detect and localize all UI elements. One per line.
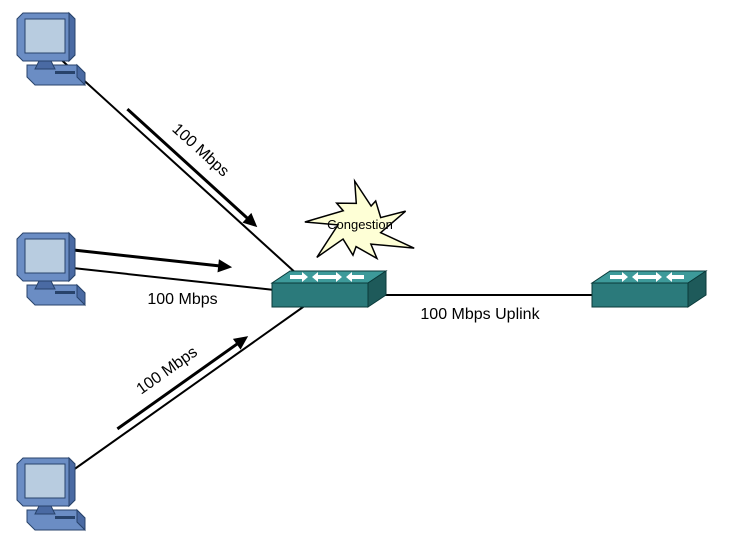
- congestion-label: Congestion: [327, 217, 393, 232]
- pc-2: [17, 233, 85, 305]
- link-label-uplink: 100 Mbps Uplink: [420, 306, 540, 323]
- pc-3: [17, 458, 85, 530]
- congestion-burst: Congestion: [305, 181, 414, 258]
- switch-1: [272, 271, 386, 307]
- link-label-l3: 100 Mbps: [134, 344, 201, 399]
- switch-2: [592, 271, 706, 307]
- link-label-l2: 100 Mbps: [147, 291, 217, 308]
- link-l3: 100 Mbps: [45, 295, 320, 490]
- link-l1: 100 Mbps: [45, 45, 320, 295]
- link-label-l1: 100 Mbps: [169, 120, 232, 180]
- pc-1: [17, 13, 85, 85]
